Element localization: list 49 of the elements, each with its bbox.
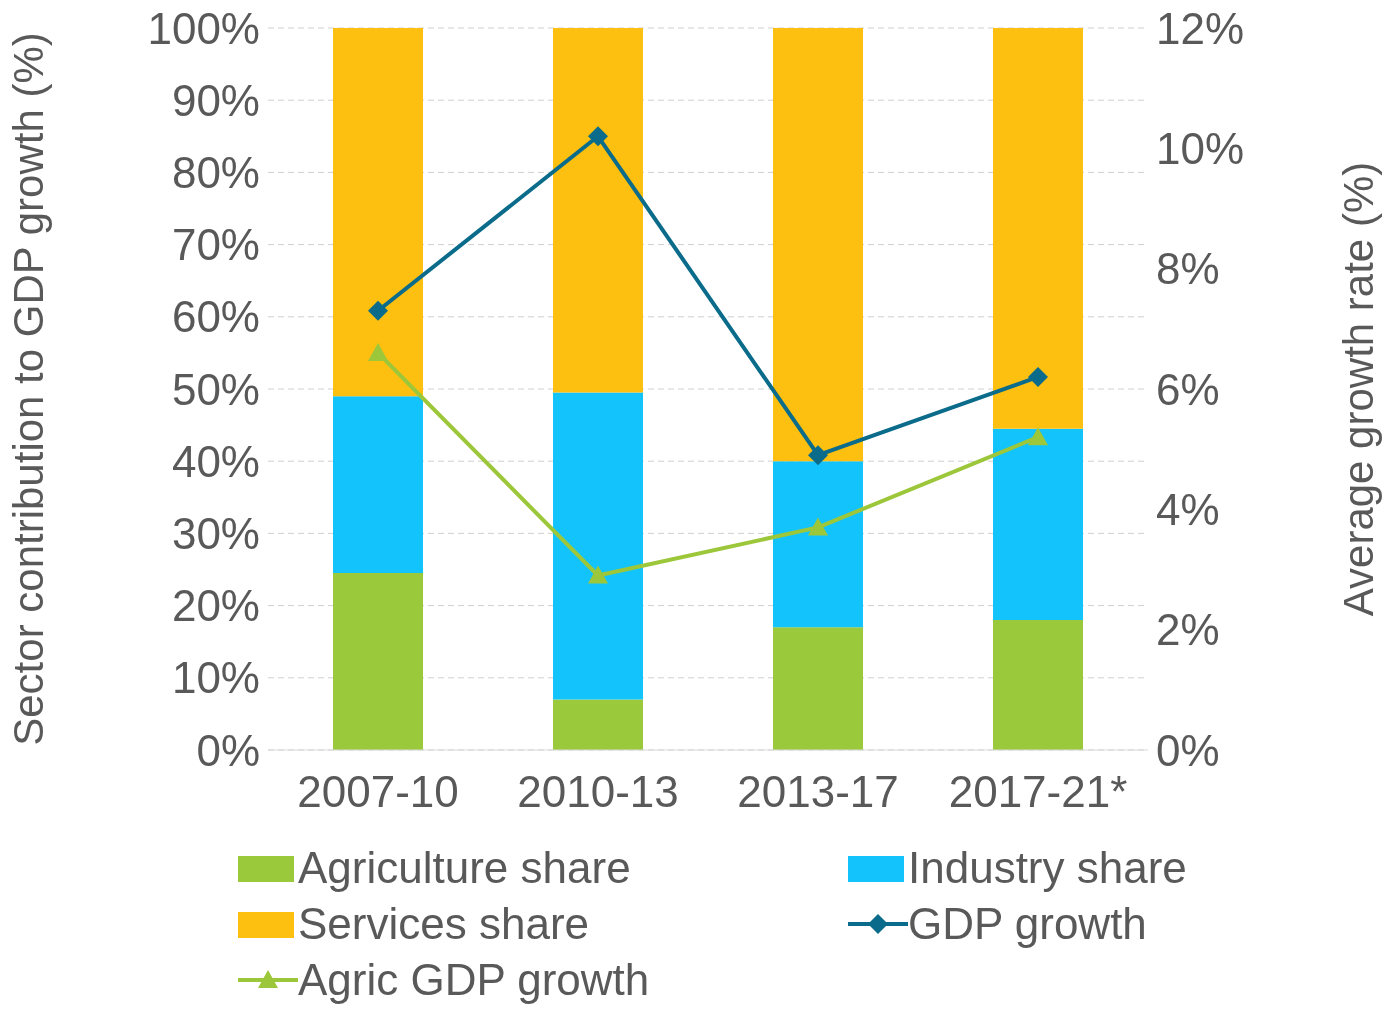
y-axis-title: Sector contribution to GDP growth (%) [4,32,52,746]
point [1028,366,1048,387]
y-tick-label: 20% [171,581,260,631]
bar [993,620,1083,750]
y-tick-label: 30% [171,509,260,559]
y-tick-label: 40% [171,436,260,486]
bar [333,396,423,574]
y-tick-label: 100% [147,3,260,53]
y-tick-label: 10% [171,653,260,703]
y2-tick-label: 2% [1156,605,1220,655]
y2-tick-label: 10% [1156,123,1245,173]
y-tick-label: 90% [171,75,260,125]
bar [773,28,863,462]
bar [553,28,643,393]
bar [993,28,1083,429]
y-tick-label: 70% [171,220,260,270]
y2-tick-label: 12% [1156,3,1245,53]
y2-tick-label: 0% [1156,725,1220,775]
x-tick-label: 2013-17 [737,767,899,817]
y-tick-label: 0% [196,725,260,775]
legend-label: GDP growth [908,898,1147,950]
point [588,126,608,147]
x-tick-label: 2017-21* [948,767,1128,817]
bar [773,461,863,628]
x-tick-label: 2010-13 [517,767,679,817]
y2-tick-label: 6% [1156,364,1220,414]
point [588,565,608,584]
bar [773,627,863,750]
bar [993,428,1083,621]
y2-tick-label: 8% [1156,244,1220,294]
y-tick-label: 60% [171,292,260,342]
bar [333,28,423,397]
y2-tick-label: 4% [1156,484,1220,534]
y-tick-label: 50% [171,364,260,414]
point [368,300,388,321]
bar [553,392,643,700]
legend-label: Agriculture share [298,842,631,894]
legend-label: Agric GDP growth [298,954,650,1006]
legend-label: Services share [298,898,590,950]
point [1028,427,1048,446]
point [368,342,388,361]
bar [553,699,643,750]
legend-label: Industry share [908,842,1187,894]
y-tick-label: 80% [171,148,260,198]
x-tick-label: 2007-10 [297,767,459,817]
point [808,445,828,466]
point [808,517,828,536]
bar [333,573,423,750]
y2-axis-title: Average growth rate (%) [1334,161,1382,617]
